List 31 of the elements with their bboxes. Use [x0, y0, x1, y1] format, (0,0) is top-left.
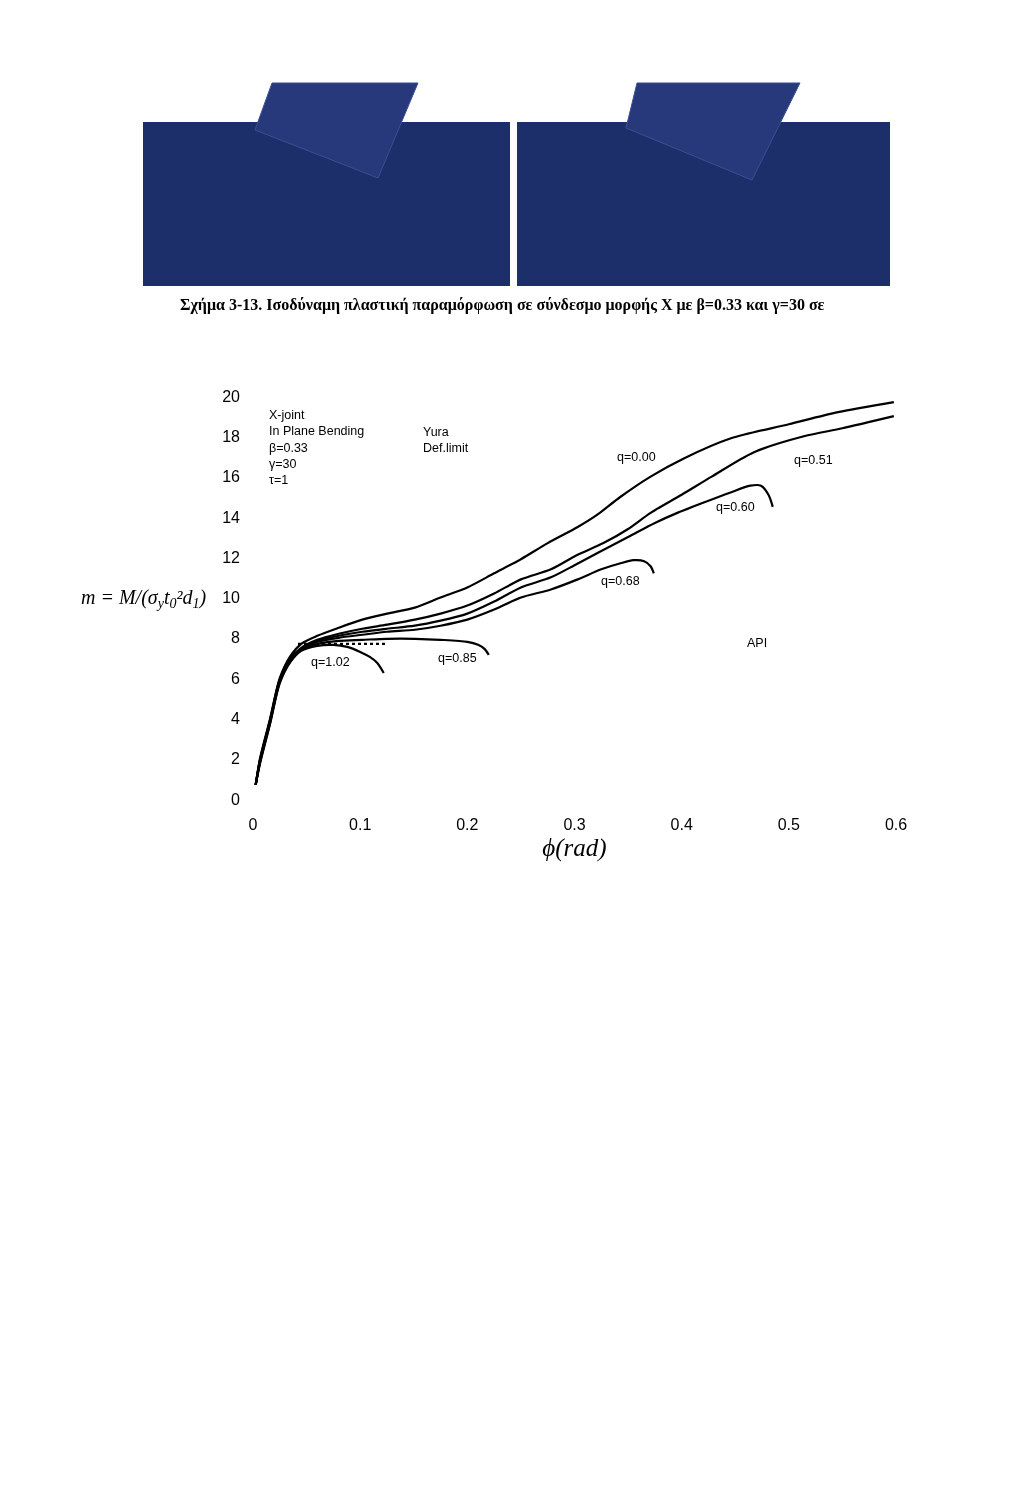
x-axis-title: ϕ(rad) [542, 834, 607, 862]
annotation: q=0.85 [438, 651, 477, 665]
annotation: Def.limit [423, 441, 469, 455]
x-tick-label: 0.3 [563, 816, 586, 833]
annotation: q=0.00 [617, 450, 656, 464]
x-tick-label: 0.1 [349, 816, 372, 833]
annotation: q=0.51 [794, 453, 833, 467]
annotation: q=1.02 [311, 655, 350, 669]
x-tick-label: 0.4 [670, 816, 693, 833]
y-tick-label: 6 [231, 669, 241, 687]
y-tick-label: 4 [231, 710, 241, 727]
y-axis-title: m = M/(σ$_{y}$t$_{0}$²d$_{1}$) [81, 586, 207, 612]
y-tick-label: 16 [222, 468, 241, 486]
y-tick-label: 14 [222, 508, 241, 526]
x-tick-label: 0.5 [777, 816, 801, 833]
annotation: q=0.68 [601, 574, 640, 588]
annotation: Yura [423, 425, 449, 439]
y-tick-label: 12 [222, 548, 241, 566]
y-tick-label: 18 [222, 427, 241, 445]
x-tick-label: 0.6 [884, 816, 908, 833]
x-tick-label: 0.2 [456, 816, 479, 833]
annotation: X-joint In Plane Bending β=0.33 γ=30 τ=1 [269, 408, 365, 487]
y-tick-label: 2 [231, 750, 241, 768]
y-tick-label: 8 [231, 629, 241, 647]
y-tick-label: 10 [222, 589, 241, 607]
text: Σχήμα 3-13. Ισοδύναμη πλαστική παραμόρφωση σε σύνδεσμο μορφής X με β=0.33 και γ=30 σε [180, 296, 825, 314]
y-tick-label: 20 [222, 387, 241, 405]
annotation: API [747, 636, 768, 650]
x-tick-label: 0 [248, 816, 258, 833]
y-tick-label: 0 [231, 790, 241, 808]
annotation: q=0.60 [716, 500, 755, 514]
